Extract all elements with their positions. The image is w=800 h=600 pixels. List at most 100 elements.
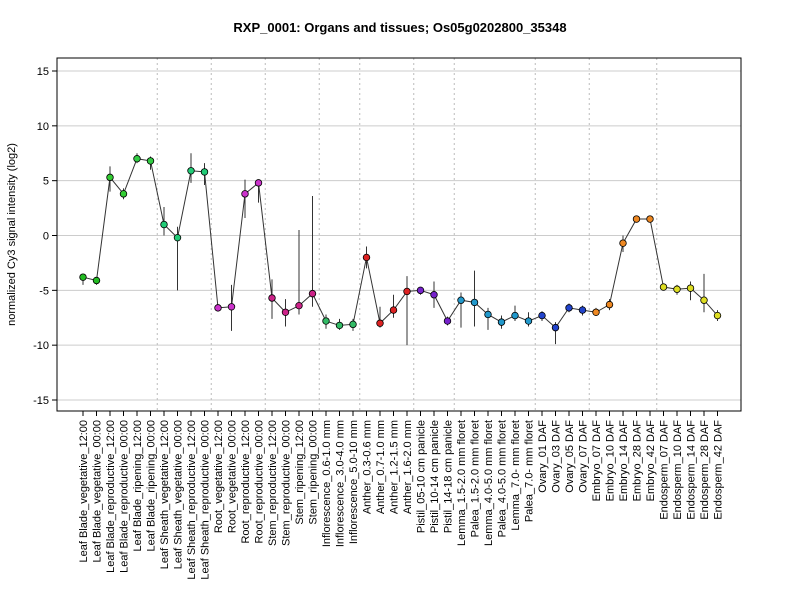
x-tick-label: Ovary_03 DAF [551,420,563,493]
data-point [335,321,344,330]
data-point [92,276,101,285]
plot-frame [56,57,742,412]
data-point [160,220,168,229]
data-point [551,323,560,332]
data-point [254,179,263,187]
x-tick-label: Leaf Blade_vegetative_00:00 [92,420,104,563]
chart-title: RXP_0001: Organs and tissues; Os05g02028… [233,20,567,35]
data-point [79,273,87,281]
data-point [511,311,519,320]
data-point [443,317,452,325]
data-point [200,168,209,176]
x-tick-label: Embryo_42 DAF [645,420,657,502]
y-tick-label: 15 [37,66,49,78]
data-point [605,300,614,309]
data-point [403,287,411,296]
x-tick-label: Root_reproductive_00:00 [254,420,266,544]
x-tick-label: Palea_1.5-2.0 mm floret [470,420,482,537]
y-axis: -15 -10 -5 0 5 10 15 [33,66,57,407]
x-tick-label: Root_reproductive_12:00 [240,420,252,544]
data-point [281,308,290,316]
x-tick-label: Embryo_28 DAF [632,420,644,502]
x-tick-label: Leaf Sheath_reproductive_12:00 [186,420,198,580]
y-tick-label: 0 [43,231,49,243]
data-point [227,303,236,311]
y-axis-label: normalized Cy3 signal intensity (log2) [6,143,18,326]
data-point [389,306,398,314]
x-tick-label: Lemma_1.5-2.0 mm floret [456,420,468,546]
x-tick-label: Inflorescence_3.0-4.0 mm [335,420,347,547]
data-point [700,296,708,304]
x-tick-label: Root_vegetative_00:00 [227,420,239,533]
data-point [565,304,573,312]
data-point [484,310,492,319]
vertical-group-separators [156,58,658,411]
data-point [241,190,249,198]
x-tick-label: Endosperm_07 DAF [659,420,671,520]
data-point [376,319,384,327]
x-tick-label: Palea_7.0- mm floret [524,420,536,522]
x-tick-label: Ovary_01 DAF [537,420,549,493]
x-tick-label: Endosperm_10 DAF [672,420,684,520]
data-point [173,233,182,242]
x-tick-label: Leaf Blade_ripening_00:00 [146,420,158,552]
x-tick-label: Endosperm_42 DAF [713,420,725,520]
y-tick-label: -10 [33,340,49,352]
data-point [578,306,587,314]
data-point [106,173,114,182]
data-point [362,253,371,262]
horizontal-grid [57,70,741,401]
x-tick-label: Pistil_05-10 cm panicle [416,420,428,533]
x-tick-label: Leaf Blade_reproductive_00:00 [119,420,131,573]
data-point [214,304,222,312]
x-tick-label: Endosperm_14 DAF [686,420,698,520]
x-tick-label: Inflorescence_5.0-10 mm [348,420,360,544]
x-tick-label: Pistil_10-14 cm panicle [429,420,441,533]
x-tick-label: Ovary_05 DAF [564,420,576,493]
x-tick-label: Leaf Blade_ripening_12:00 [132,420,144,552]
y-tick-label: 5 [43,176,49,188]
data-point [416,286,425,295]
x-tick-label: Leaf Sheath_reproductive_00:00 [200,420,212,580]
x-tick-label: Root_vegetative_12:00 [213,420,225,533]
data-point [470,298,479,307]
x-tick-label: Leaf Blade_vegetative_12:00 [78,420,90,563]
x-tick-label: Palea_4.0-5.0 mm floret [497,420,509,537]
data-point [592,308,600,316]
data-point [659,283,668,291]
data-point [632,215,641,223]
x-tick-label: Inflorescence_0.6-1.0 mm [321,420,333,547]
data-points [79,155,722,332]
data-point [457,296,465,304]
data-point [349,320,357,329]
data-point [673,285,681,293]
x-tick-label: Anther_0.3-0.6 mm [362,420,374,514]
data-point [308,289,317,298]
series-line [82,158,718,329]
x-tick-label: Leaf Sheath_vegetative_00:00 [173,420,185,569]
data-point [187,167,195,175]
x-tick-label: Stem_reproductive_00:00 [281,420,293,546]
x-tick-label: Pistil_14-18 cm panicle [443,420,455,533]
x-tick-label: Endosperm_28 DAF [699,420,711,520]
data-point [119,190,128,198]
x-tick-label: Lemma_7.0- mm floret [510,420,522,531]
x-tick-label: Embryo_07 DAF [591,420,603,502]
y-tick-label: -5 [39,285,49,297]
x-axis: Leaf Blade_vegetative_12:00 Leaf Blade_ve… [78,411,725,580]
x-tick-label: Anther_1.2-1.5 mm [389,420,401,514]
data-point [146,157,155,165]
data-point [713,311,722,320]
data-point [646,215,654,223]
x-tick-label: Stem_reproductive_12:00 [267,420,279,546]
x-tick-label: Embryo_10 DAF [605,420,617,502]
data-point [430,291,438,299]
x-tick-label: Anther_1.6-2.0 mm [402,420,414,514]
x-tick-label: Ovary_07 DAF [578,420,590,493]
data-point [295,301,303,310]
y-tick-label: -15 [33,395,49,407]
x-tick-label: Embryo_14 DAF [618,420,630,502]
error-bars [82,153,718,346]
x-tick-label: Stem_ripening_00:00 [308,420,320,525]
